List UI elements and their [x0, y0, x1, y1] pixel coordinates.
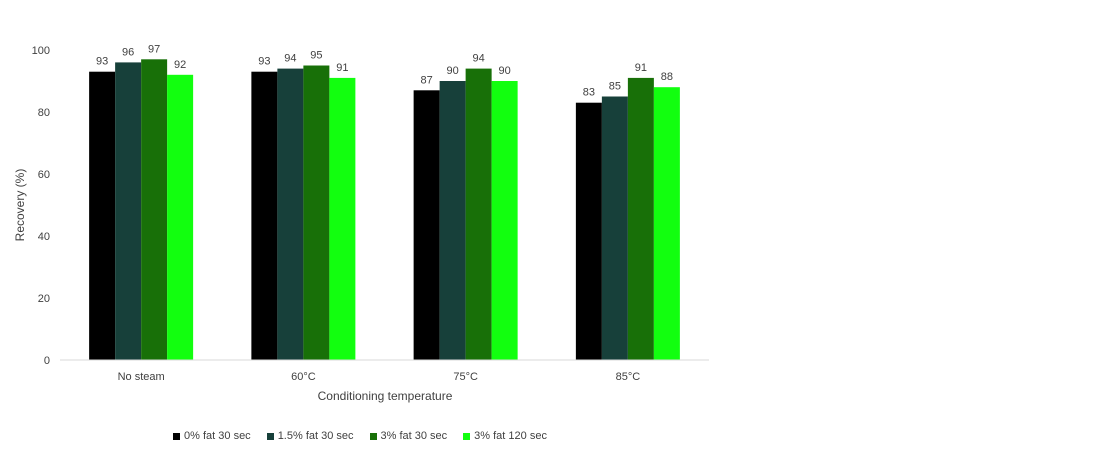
legend-item: 3% fat 120 sec — [463, 430, 547, 442]
legend-swatch — [463, 432, 471, 440]
x-axis-title: Conditioning temperature — [318, 389, 453, 403]
bar — [167, 74, 194, 361]
legend-item: 1.5% fat 30 sec — [266, 430, 354, 442]
legend-item: 0% fat 30 sec — [173, 430, 251, 442]
data-label: 90 — [499, 65, 511, 77]
y-tick-label: 100 — [32, 45, 50, 57]
y-tick-label: 40 — [38, 231, 50, 243]
data-label: 91 — [635, 62, 647, 74]
y-axis-ticks: 0 20 40 60 80 100 — [32, 45, 50, 367]
bar — [465, 68, 492, 360]
data-label: 85 — [609, 81, 621, 93]
data-label: 92 — [174, 59, 186, 71]
data-label: 90 — [447, 65, 459, 77]
y-tick-label: 80 — [38, 107, 50, 119]
bar — [491, 81, 518, 360]
legend-swatch — [369, 432, 377, 440]
bar — [413, 90, 440, 361]
bar — [277, 68, 304, 360]
bar — [115, 62, 142, 361]
bar — [575, 102, 602, 360]
data-label: 93 — [258, 56, 270, 68]
legend-label: 3% fat 120 sec — [474, 430, 547, 442]
data-label: 95 — [310, 50, 322, 62]
x-axis-ticks: No steam 60°C 75°C 85°C — [118, 371, 641, 383]
data-label: 91 — [336, 62, 348, 74]
bar — [303, 65, 330, 360]
y-tick-label: 60 — [38, 169, 50, 181]
bar — [627, 77, 654, 361]
data-labels: 93 96 97 92 93 94 95 91 87 90 94 90 83 85 91 88 — [96, 43, 673, 98]
y-tick-label: 20 — [38, 293, 50, 305]
bars — [89, 59, 680, 361]
legend-label: 3% fat 30 sec — [380, 430, 448, 442]
bar — [329, 77, 356, 361]
data-label: 87 — [421, 74, 433, 86]
data-label: 83 — [583, 87, 595, 99]
bar — [601, 96, 628, 360]
y-tick-label: 0 — [44, 355, 50, 367]
data-label: 93 — [96, 56, 108, 68]
legend-item: 3% fat 30 sec — [369, 430, 448, 442]
data-label: 94 — [473, 53, 485, 65]
data-label: 94 — [284, 53, 296, 65]
legend-swatch — [266, 432, 274, 440]
data-label: 88 — [661, 71, 673, 83]
x-tick-label: No steam — [118, 371, 165, 383]
x-tick-label: 75°C — [453, 371, 478, 383]
data-label: 97 — [148, 43, 160, 55]
bar — [439, 81, 466, 360]
legend-label: 0% fat 30 sec — [184, 430, 251, 442]
y-axis-title: Recovery (%) — [13, 169, 27, 242]
legend: 0% fat 30 sec 1.5% fat 30 sec 3% fat 30 se… — [0, 430, 720, 442]
x-tick-label: 60°C — [291, 371, 316, 383]
bar — [251, 71, 278, 360]
data-label: 96 — [122, 46, 134, 58]
bar — [89, 71, 116, 360]
bar — [653, 87, 680, 360]
bar — [141, 59, 168, 361]
legend-label: 1.5% fat 30 sec — [277, 430, 354, 442]
x-tick-label: 85°C — [616, 371, 641, 383]
legend-swatch — [173, 432, 181, 440]
